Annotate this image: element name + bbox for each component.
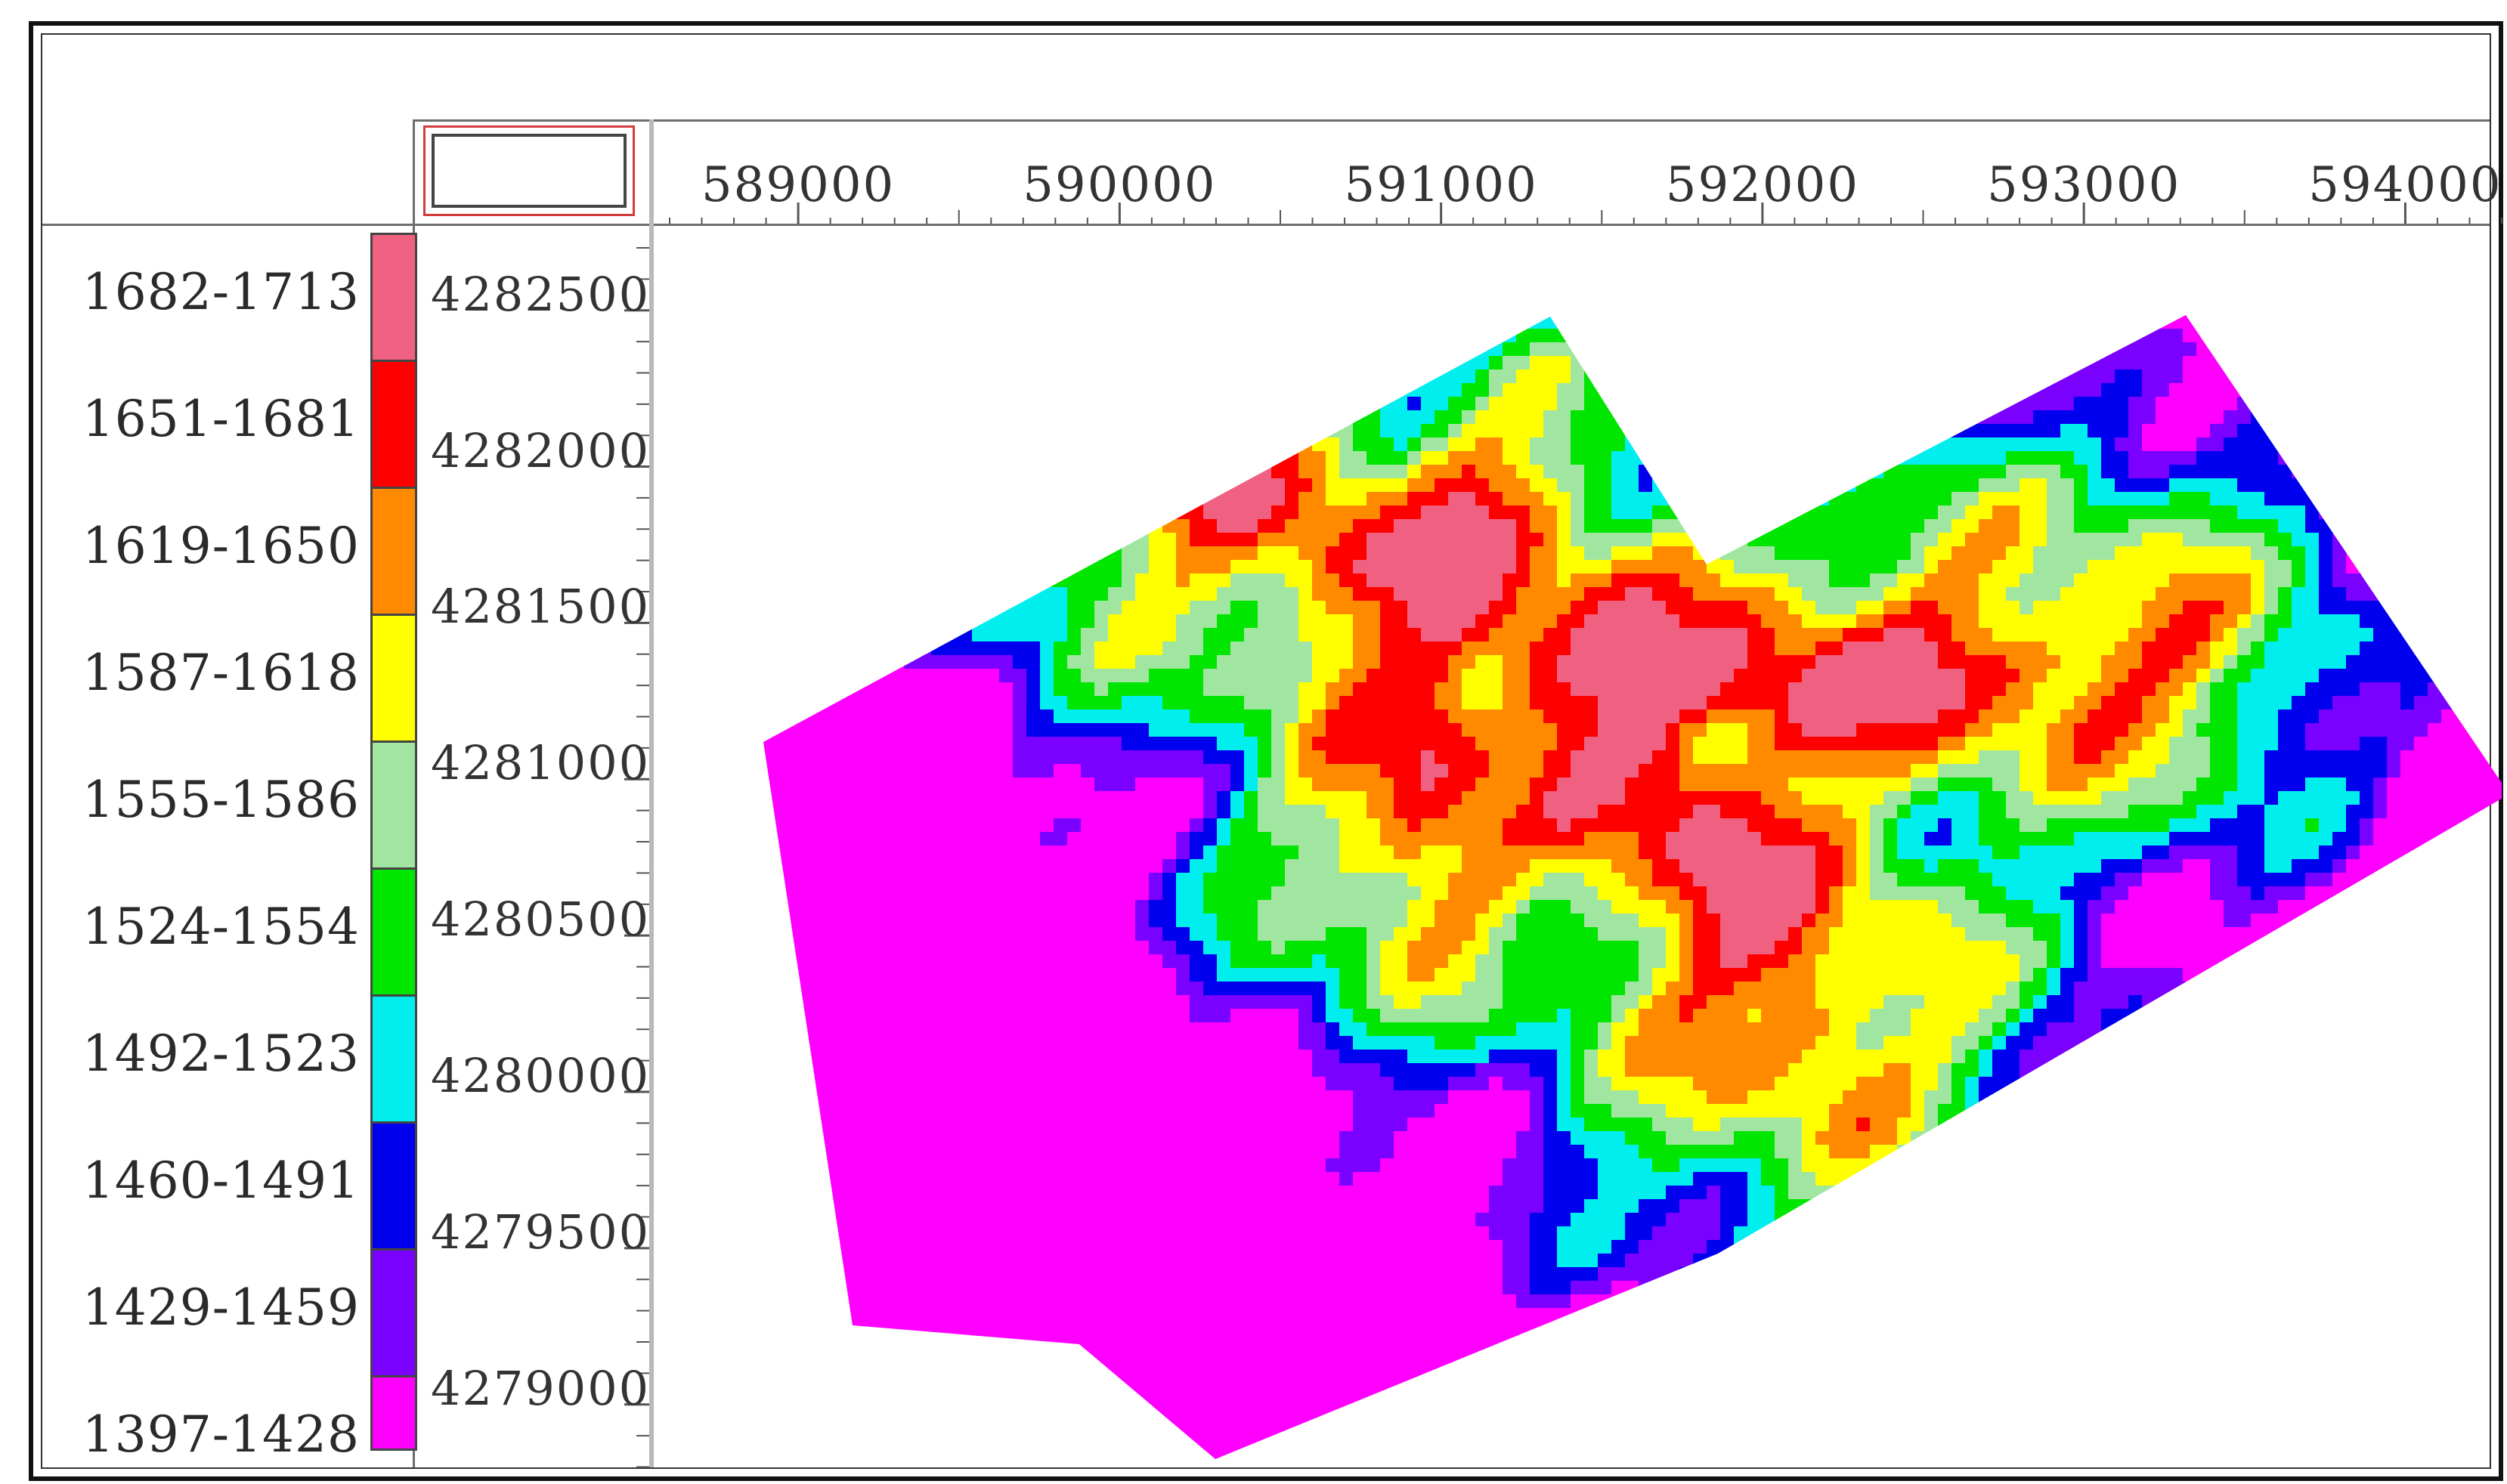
legend-swatch	[370, 867, 417, 997]
x-axis-tick-label: 594000	[2308, 157, 2502, 213]
legend-label: 1587-1618	[82, 644, 360, 702]
y-axis-ruler	[624, 246, 649, 1468]
legend-label: 1429-1459	[82, 1278, 360, 1337]
x-axis-tick-label: 590000	[1023, 157, 1217, 213]
y-axis-tick-label: 4281000	[431, 735, 651, 791]
legend-swatch	[370, 1248, 417, 1377]
elevation-map[interactable]	[656, 226, 2502, 1473]
legend-label: 1555-1586	[82, 771, 360, 829]
x-axis-tick-label: 592000	[1665, 157, 1860, 213]
y-axis-separator	[649, 119, 654, 1467]
y-axis-tick-label: 4282500	[431, 266, 651, 322]
legend-label: 1492-1523	[82, 1025, 360, 1083]
x-axis-tick-label: 591000	[1344, 157, 1538, 213]
legend-swatch	[370, 614, 417, 743]
legend-label: 1619-1650	[82, 517, 360, 575]
y-axis-tick-label: 4281500	[431, 579, 651, 635]
legend-swatch	[370, 1121, 417, 1251]
legend-swatch	[370, 487, 417, 616]
corner-box-frame	[432, 134, 627, 208]
legend-label: 1397-1428	[82, 1405, 360, 1464]
x-axis-ruler	[669, 203, 2502, 224]
legend-label: 1682-1713	[82, 263, 360, 321]
legend-swatch	[370, 1375, 417, 1451]
header-separator	[42, 224, 2490, 226]
legend-label: 1460-1491	[82, 1152, 360, 1210]
y-axis-tick-label: 4279000	[431, 1360, 651, 1416]
legend-swatch	[370, 740, 417, 870]
y-axis-tick-label: 4280500	[431, 892, 651, 948]
y-axis-tick-label: 4282000	[431, 422, 651, 478]
legend-label: 1651-1681	[82, 390, 360, 448]
top-ruler-border	[413, 119, 2490, 122]
y-axis-tick-label: 4280000	[431, 1047, 651, 1103]
elevation-raster	[763, 315, 2502, 1459]
map-frame: 1682-1713 1651-1681 1619-1650 1587-1618 1555…	[29, 21, 2503, 1481]
x-axis-tick-label: 593000	[1987, 157, 2181, 213]
legend-swatch	[370, 233, 417, 362]
x-axis-tick-label: 589000	[701, 157, 896, 213]
legend-swatch	[370, 994, 417, 1124]
legend-label: 1524-1554	[82, 898, 360, 956]
corner-selection-box[interactable]	[423, 125, 635, 216]
map-area[interactable]	[656, 226, 2502, 1467]
y-axis-tick-label: 4279500	[431, 1204, 651, 1260]
map-panel: 1682-1713 1651-1681 1619-1650 1587-1618 1555…	[41, 33, 2502, 1469]
